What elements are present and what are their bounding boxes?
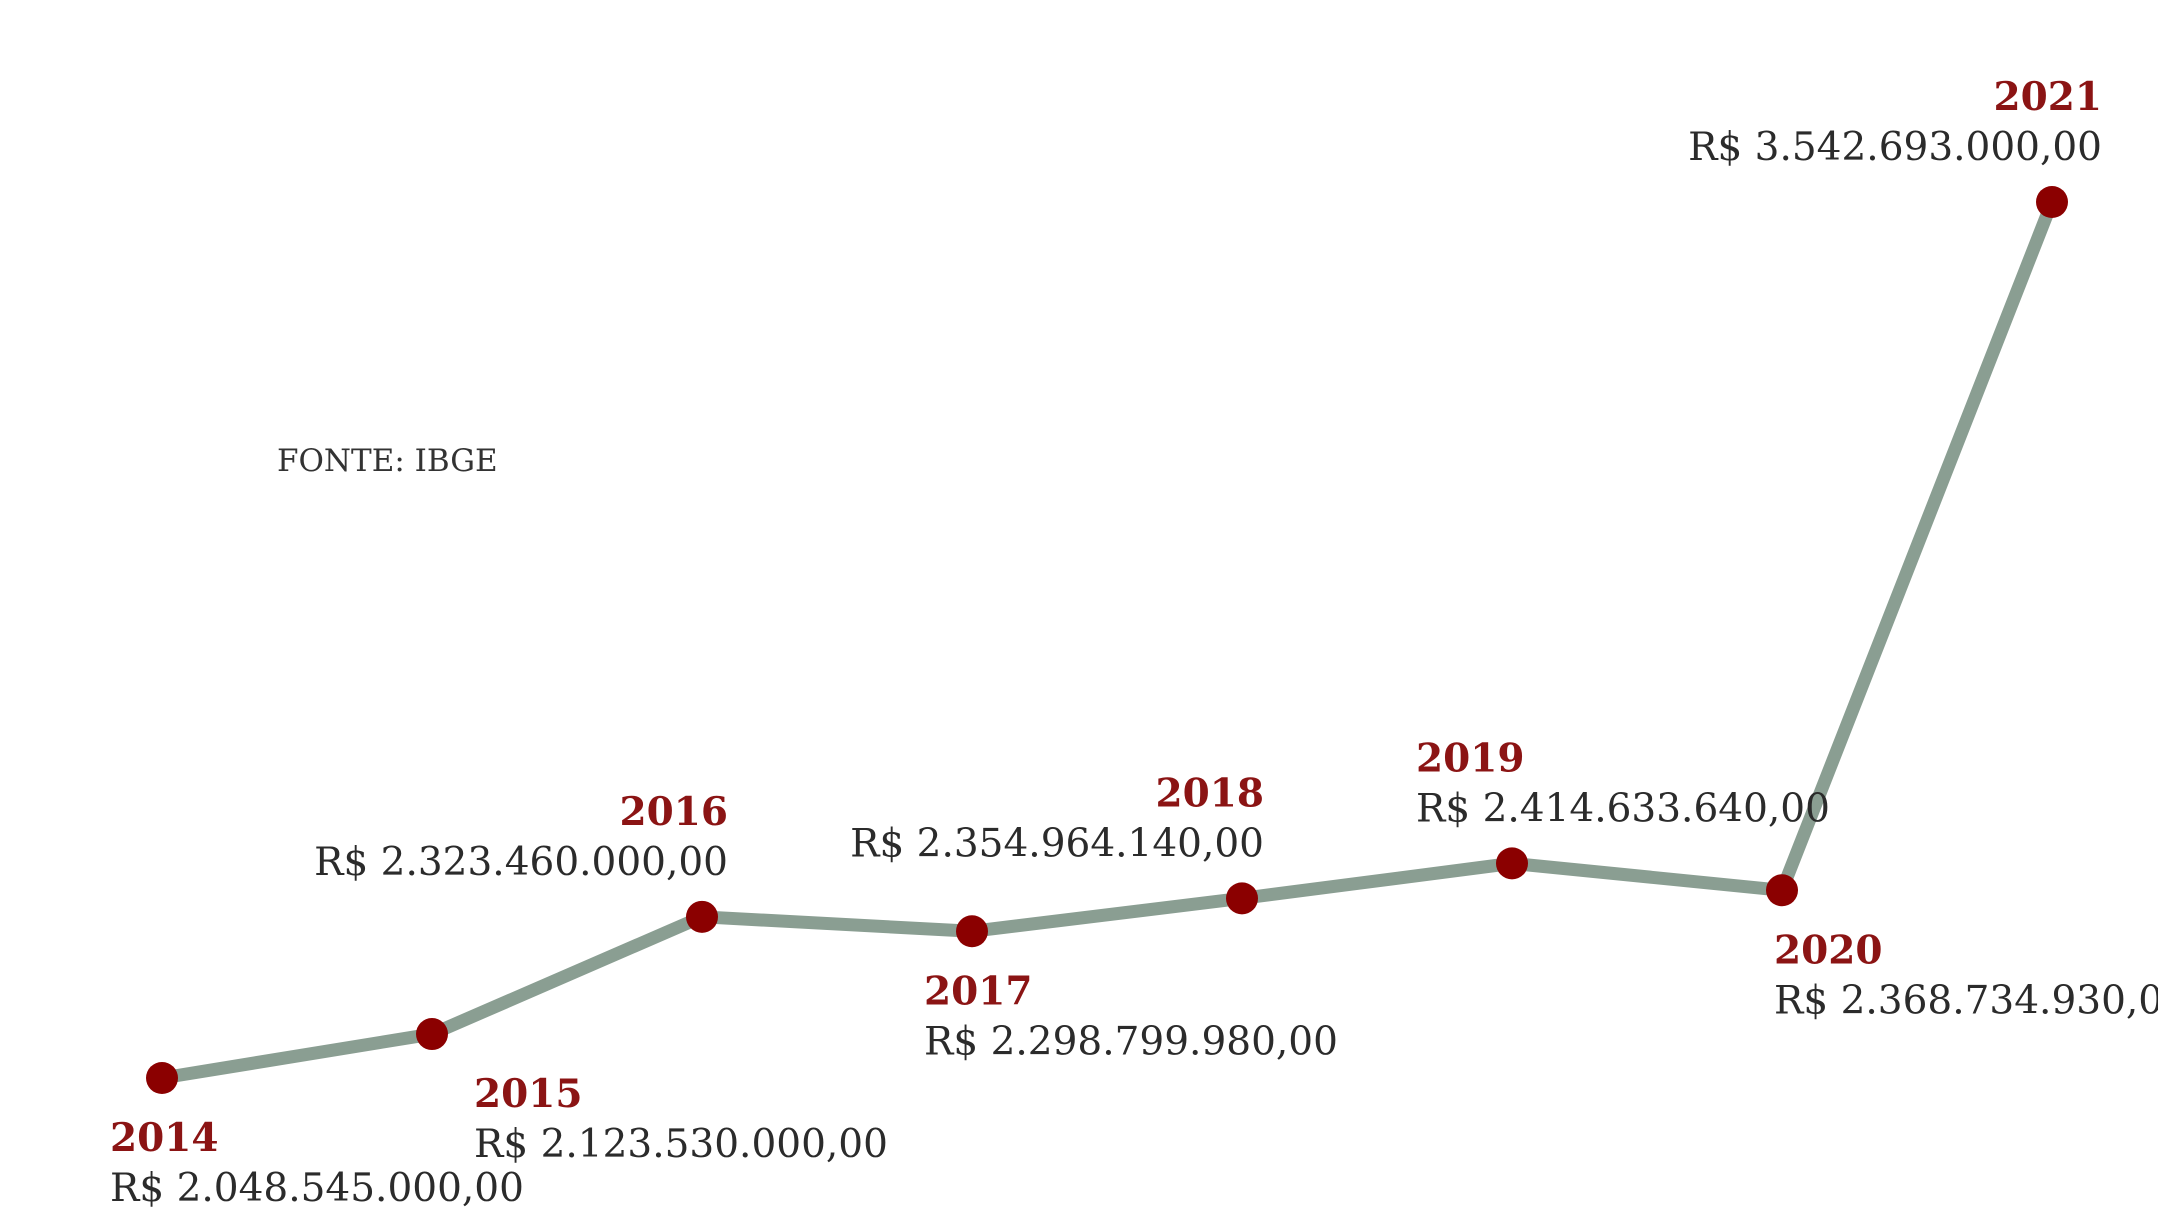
data-point-2015 xyxy=(416,1018,448,1051)
data-point-2021 xyxy=(2036,186,2068,218)
series-layer xyxy=(155,195,2059,1085)
year-label-2021: 2021 xyxy=(1993,74,2102,120)
data-point-2018 xyxy=(1226,882,1258,915)
marker-layer xyxy=(146,186,2068,1094)
value-label-2020: R$ 2.368.734.930,00 xyxy=(1774,978,2158,1023)
value-label-2021: R$ 3.542.693.000,00 xyxy=(1688,125,2102,170)
year-label-2015: 2015 xyxy=(474,1071,583,1117)
year-label-2018: 2018 xyxy=(1155,770,1264,816)
data-point-2014 xyxy=(146,1062,178,1094)
value-label-2019: R$ 2.414.633.640,00 xyxy=(1416,786,1830,831)
value-label-2016: R$ 2.323.460.000,00 xyxy=(314,840,728,885)
year-label-2017: 2017 xyxy=(924,968,1033,1014)
label-layer: 2014 R$ 2.048.545.000,00 2015 R$ 2.123.530.… xyxy=(110,74,2158,1211)
data-point-2019 xyxy=(1496,847,1528,880)
value-label-2017: R$ 2.298.799.980,00 xyxy=(924,1019,1338,1064)
value-label-2014: R$ 2.048.545.000,00 xyxy=(110,1166,524,1211)
year-label-2016: 2016 xyxy=(619,789,728,835)
year-label-2014: 2014 xyxy=(110,1115,219,1161)
series-line xyxy=(155,195,2059,1085)
source-note: FONTE: IBGE xyxy=(277,443,498,479)
data-point-2017 xyxy=(956,915,988,948)
year-label-2020: 2020 xyxy=(1774,927,1883,973)
year-label-2019: 2019 xyxy=(1416,735,1525,781)
value-label-2015: R$ 2.123.530.000,00 xyxy=(474,1122,888,1167)
data-point-2016 xyxy=(686,900,718,933)
data-point-2020 xyxy=(1766,874,1798,907)
value-label-2018: R$ 2.354.964.140,00 xyxy=(850,821,1264,866)
